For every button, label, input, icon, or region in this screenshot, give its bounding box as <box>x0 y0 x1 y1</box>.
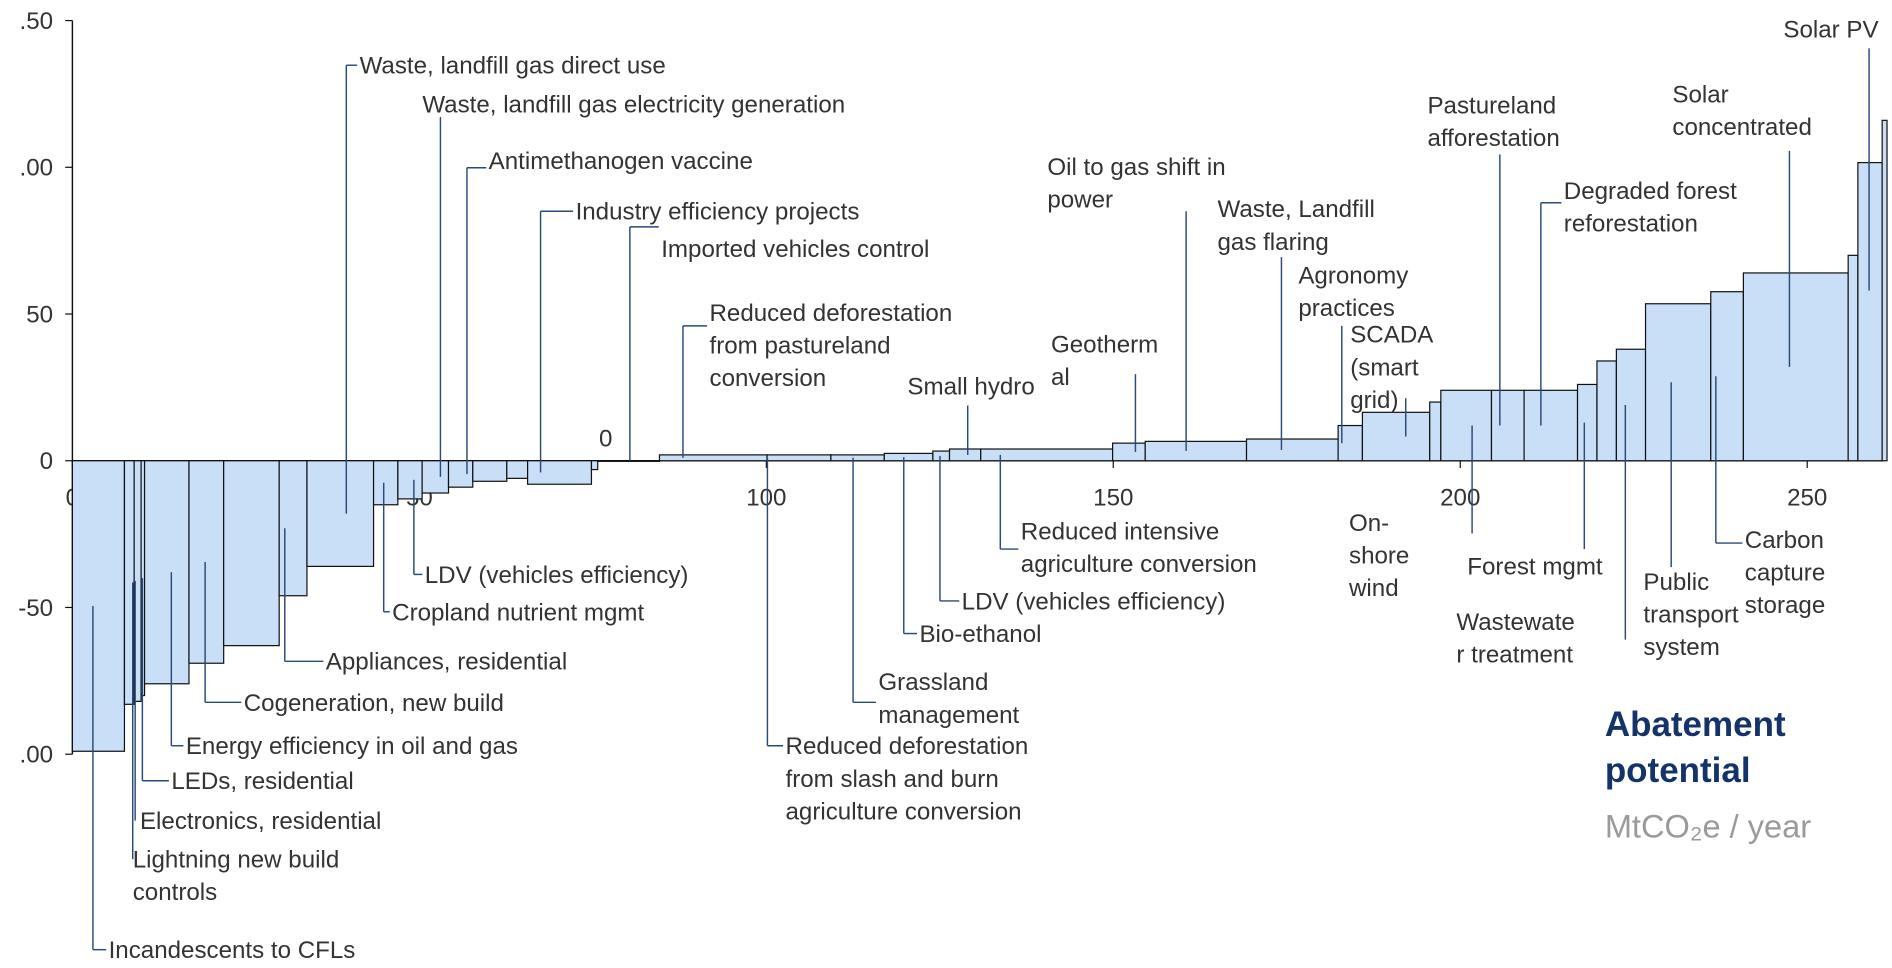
bar <box>766 454 832 462</box>
segment-label: Degraded forest reforestation <box>1564 178 1737 238</box>
bar <box>1857 161 1883 462</box>
segment-label: Solar concentrated <box>1672 82 1812 142</box>
segment-label: Reduced deforestation from slash and burn… <box>786 733 1029 825</box>
segment-label: Waste, landfill gas electricity generati… <box>422 91 845 118</box>
chart-title: Abatement potential <box>1605 705 1786 790</box>
segment-label: LDV (vehicles efficiency) <box>962 588 1226 615</box>
segment-label: SCADA (smart grid) <box>1350 322 1434 414</box>
bar <box>188 460 225 664</box>
bar <box>143 460 190 685</box>
bar <box>447 460 474 488</box>
segment-label: Energy efficiency in oil and gas <box>186 733 518 760</box>
bar <box>1490 389 1525 462</box>
bar <box>1644 303 1712 462</box>
segment-label: Industry efficiency projects <box>576 199 860 226</box>
bar <box>830 454 885 462</box>
segment-label: Incandescents to CFLs <box>109 937 356 963</box>
segment-label: Carbon capture storage <box>1745 527 1825 619</box>
segment-label: Bio-ethanol <box>919 621 1041 648</box>
segment-label: Wastewate r treatment <box>1456 609 1574 669</box>
segment-label: LDV (vehicles efficiency) <box>425 562 689 589</box>
segment-label: Small hydro <box>907 374 1034 401</box>
segment-label: Imported vehicles control <box>661 236 929 263</box>
x-tick-label: 250 <box>1787 484 1827 511</box>
segment-label: Electronics, residential <box>140 808 381 835</box>
y-tick-label: .00 <box>20 742 54 769</box>
bar <box>883 452 934 462</box>
bar <box>372 460 399 506</box>
bar <box>278 460 308 597</box>
segment-label: Lightning new build controls <box>133 847 340 907</box>
y-tick-label: .00 <box>20 155 54 182</box>
bar <box>1596 360 1617 462</box>
segment-label: Solar PV <box>1783 16 1878 43</box>
bar <box>506 460 529 479</box>
bar <box>527 460 593 485</box>
segment-label: On-shore wind <box>1348 510 1409 602</box>
bar <box>223 460 280 647</box>
bar <box>1523 389 1579 462</box>
y-tick-label: -50 <box>18 595 53 622</box>
bar <box>597 460 661 462</box>
bar <box>397 460 423 500</box>
segment-label: Geotherm al <box>1051 331 1158 391</box>
segment-label: Waste, landfill gas direct use <box>360 53 666 80</box>
segment-label: Public transport system <box>1643 569 1739 661</box>
bar <box>1245 438 1339 462</box>
bar <box>1440 389 1493 462</box>
segment-label: Agronomy practices <box>1298 263 1409 323</box>
segment-label: Antimethanogen vaccine <box>489 148 753 175</box>
bar <box>421 460 450 494</box>
annotation: 0 <box>599 426 612 453</box>
segment-label: Oil to gas shift in power <box>1047 154 1225 214</box>
bar <box>472 460 508 482</box>
segment-label: Forest mgmt <box>1467 553 1603 580</box>
x-tick-label: 150 <box>1093 484 1133 511</box>
segment-label: Pastureland afforestation <box>1427 92 1559 152</box>
y-tick-label: 50 <box>26 301 53 328</box>
y-tick-label: .50 <box>20 8 54 35</box>
bar <box>1615 348 1647 462</box>
segment-label: Reduced intensive agriculture conversion <box>1021 518 1257 578</box>
bar <box>1144 440 1248 462</box>
x-tick-label: 200 <box>1440 484 1480 511</box>
segment-label: Reduced deforestation from pastureland con… <box>710 300 953 392</box>
bar <box>658 454 768 462</box>
bar <box>590 460 599 471</box>
bar <box>1361 411 1431 462</box>
bar <box>932 450 951 462</box>
bar <box>1881 119 1888 462</box>
bar <box>71 460 126 752</box>
segment-label: Cogeneration, new build <box>244 690 504 717</box>
chart-subtitle: MtCO₂e / year <box>1605 808 1811 844</box>
segment-label: Grassland management <box>878 669 1019 729</box>
segment-label: Appliances, residential <box>326 649 567 676</box>
segment-label: Cropland nutrient mgmt <box>392 599 644 626</box>
x-tick-label: 100 <box>746 484 786 511</box>
bar <box>1429 401 1442 462</box>
y-tick-label: 0 <box>40 448 53 475</box>
bar <box>1742 272 1849 462</box>
bar <box>948 448 982 462</box>
bar <box>306 460 375 567</box>
bar <box>1847 254 1859 462</box>
bar <box>1111 442 1146 462</box>
segment-label: Waste, Landfill gas flaring <box>1217 196 1374 256</box>
segment-label: LEDs, residential <box>171 768 353 795</box>
bar <box>1576 383 1598 462</box>
